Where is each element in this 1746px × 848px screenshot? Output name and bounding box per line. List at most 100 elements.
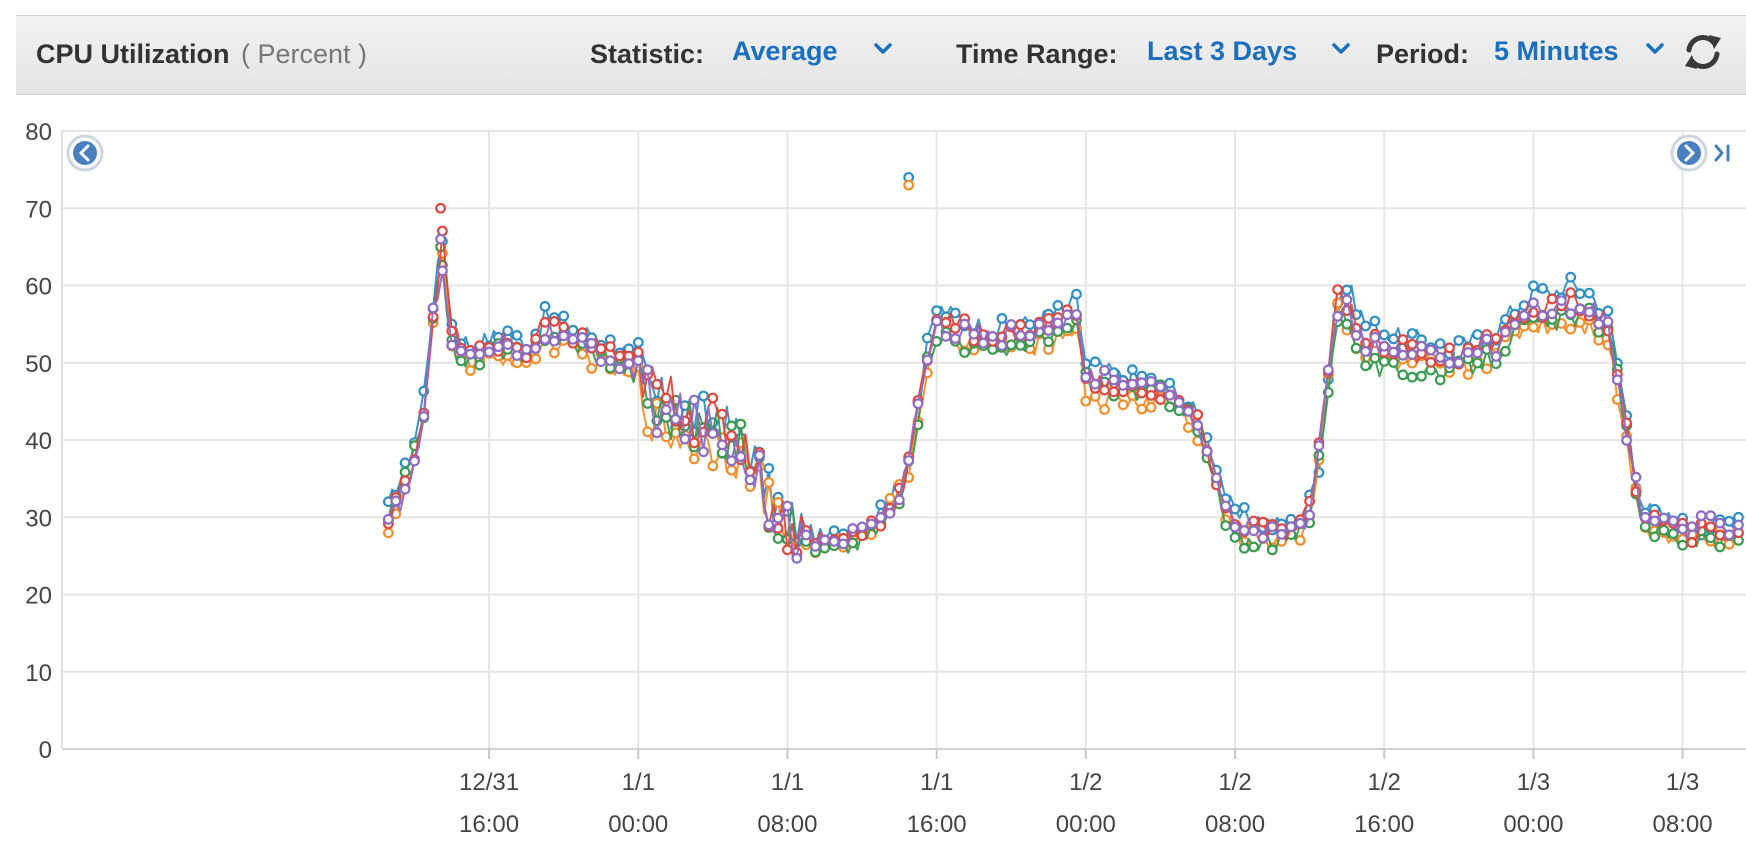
data-point <box>1658 524 1670 536</box>
data-point <box>1518 310 1530 322</box>
data-point <box>539 316 551 328</box>
data-point <box>1574 303 1586 315</box>
metric-unit: ( Percent ) <box>241 39 368 69</box>
x-tick-date-label: 1/2 <box>1368 769 1401 796</box>
data-point <box>716 408 728 420</box>
data-point <box>1229 503 1241 515</box>
y-tick-label: 10 <box>25 660 52 687</box>
data-point <box>856 521 868 533</box>
data-point <box>558 330 570 342</box>
data-point <box>1723 515 1735 527</box>
data-point <box>576 332 588 343</box>
statistic-chevron-down-icon[interactable] <box>872 40 894 58</box>
data-point <box>1238 525 1250 536</box>
data-point <box>968 328 980 340</box>
data-point <box>530 333 542 345</box>
data-point <box>1201 445 1213 457</box>
x-tick-date-label: 1/3 <box>1666 769 1699 796</box>
data-point <box>1397 349 1409 361</box>
data-point <box>1099 404 1110 415</box>
data-point <box>455 355 467 367</box>
data-point <box>754 449 765 461</box>
data-point <box>1276 529 1287 540</box>
time-range-dropdown[interactable]: Last 3 Days <box>1147 36 1298 66</box>
data-point <box>1667 515 1679 527</box>
data-point <box>632 337 644 348</box>
data-point <box>1080 395 1092 407</box>
data-point <box>390 495 402 507</box>
data-point <box>875 512 887 523</box>
data-point <box>1527 280 1539 292</box>
peak-point <box>435 233 446 245</box>
time-range-label: Time Range: <box>956 39 1118 69</box>
data-point <box>1108 386 1120 398</box>
data-point <box>1406 349 1418 360</box>
period-dropdown[interactable]: 5 Minutes <box>1494 36 1619 66</box>
refresh-icon[interactable] <box>1681 32 1725 72</box>
data-point <box>903 455 915 466</box>
data-point <box>1723 538 1735 550</box>
data-point <box>828 525 840 537</box>
y-tick-label: 80 <box>25 119 52 146</box>
data-point <box>1388 333 1399 345</box>
data-point <box>1229 521 1241 533</box>
data-point <box>1574 288 1586 300</box>
data-point <box>838 538 849 550</box>
peak-point <box>435 202 446 214</box>
data-point <box>1257 532 1269 544</box>
data-point <box>1565 271 1577 283</box>
data-point <box>1472 357 1483 369</box>
data-point <box>614 350 625 362</box>
data-point <box>726 430 737 442</box>
data-point <box>632 355 644 367</box>
data-series <box>383 171 1744 564</box>
jump-to-latest-button[interactable] <box>1714 144 1730 162</box>
data-point <box>1583 306 1595 318</box>
data-point <box>1369 331 1381 343</box>
data-point <box>530 343 542 354</box>
y-tick-label: 70 <box>25 196 52 223</box>
data-point <box>1154 394 1166 406</box>
data-point <box>1677 539 1688 551</box>
data-point <box>548 316 560 327</box>
y-tick-label: 0 <box>39 737 52 764</box>
data-point <box>1136 377 1148 389</box>
data-point <box>1406 328 1418 339</box>
data-point <box>791 552 803 564</box>
data-point <box>1406 371 1418 383</box>
scroll-back-button[interactable] <box>66 134 104 172</box>
data-point <box>940 317 952 329</box>
data-point <box>1360 320 1371 332</box>
data-point <box>1005 319 1017 330</box>
data-point <box>437 265 448 277</box>
data-point <box>567 333 579 345</box>
data-point <box>511 330 523 341</box>
data-point <box>912 398 924 410</box>
data-point <box>548 335 560 347</box>
chevron-right-icon <box>1684 144 1695 162</box>
data-point <box>1397 369 1409 381</box>
x-tick-time-label: 08:00 <box>757 811 817 838</box>
data-point <box>772 512 784 524</box>
data-point <box>1630 471 1642 483</box>
data-point <box>1677 523 1688 535</box>
data-point <box>1583 287 1595 299</box>
data-point <box>1388 346 1399 358</box>
data-point <box>810 541 821 552</box>
data-point <box>866 518 877 530</box>
data-point <box>1182 422 1194 433</box>
time-range-chevron-down-icon[interactable] <box>1330 40 1352 58</box>
scroll-forward-button[interactable] <box>1670 134 1708 172</box>
skip-end-icon <box>1714 144 1724 162</box>
x-tick-time-label: 00:00 <box>1056 811 1116 838</box>
data-point <box>1369 315 1381 327</box>
data-point <box>987 331 998 342</box>
statistic-dropdown[interactable]: Average <box>732 36 838 66</box>
data-point <box>1071 309 1082 320</box>
series-5 <box>383 233 1744 564</box>
period-chevron-down-icon[interactable] <box>1644 40 1666 58</box>
peak-point <box>903 179 915 191</box>
data-point <box>1238 542 1250 554</box>
data-point <box>474 359 486 371</box>
period-label: Period: <box>1376 39 1470 69</box>
